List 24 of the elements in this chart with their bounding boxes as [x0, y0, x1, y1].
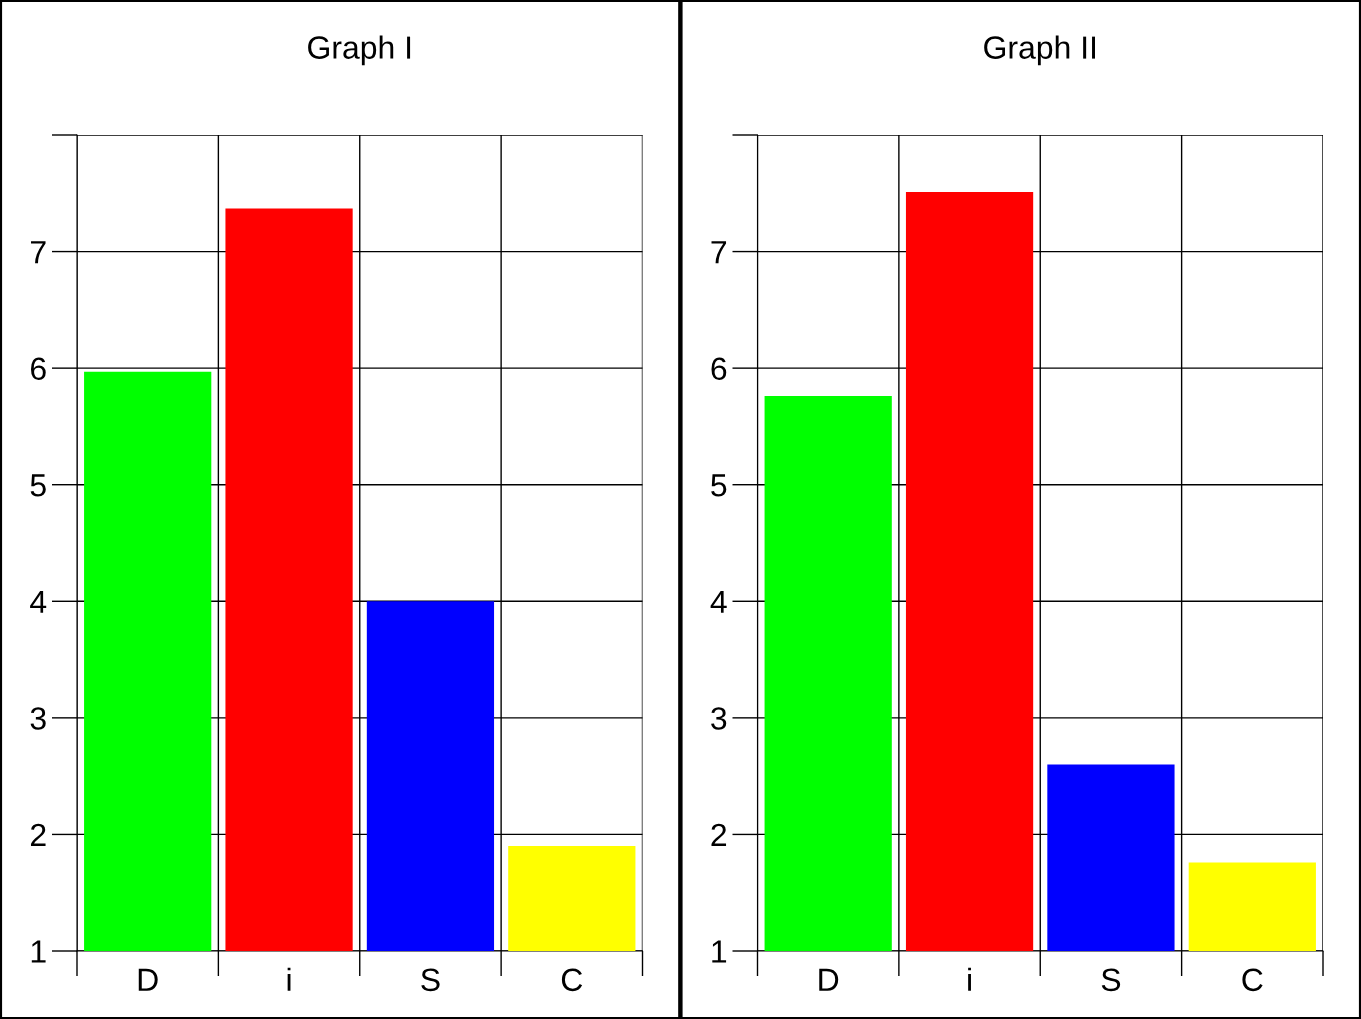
y-tick-label: 5: [30, 474, 46, 497]
y-tick-label: 1: [31, 940, 46, 963]
y-tick-label: 7: [711, 241, 727, 264]
y-tick-label: 2: [711, 823, 727, 846]
y-tick-label: 7: [31, 241, 46, 264]
y-tick-label: 4: [30, 590, 47, 613]
y-tick-label: 6: [31, 357, 46, 381]
chart-title: Graph I: [308, 35, 411, 66]
y-tick-label: 3: [711, 707, 727, 730]
chart-title: Graph II: [984, 35, 1096, 66]
y-tick-label: 3: [30, 707, 46, 730]
x-tick-label: S: [421, 968, 440, 992]
x-tick-label: i: [287, 967, 291, 991]
y-tick-label: 4: [710, 590, 727, 613]
y-tick-label: 2: [30, 823, 46, 846]
x-tick-label: i: [968, 967, 971, 991]
x-tick-label: C: [1242, 968, 1263, 992]
x-tick-label: S: [1101, 968, 1121, 992]
x-tick-label: C: [561, 968, 583, 992]
x-tick-label: D: [819, 968, 839, 991]
x-tick-label: D: [138, 968, 158, 991]
y-tick-label: 5: [711, 474, 727, 497]
y-tick-label: 1: [712, 940, 727, 963]
y-tick-label: 6: [711, 357, 727, 381]
